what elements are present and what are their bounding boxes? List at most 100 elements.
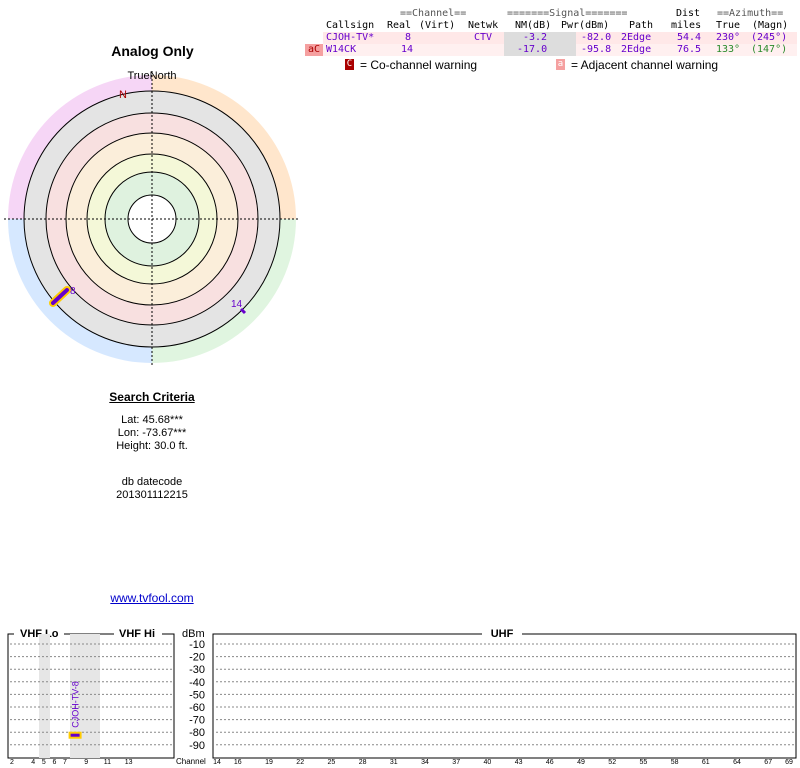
col-pwr: Pwr(dBm) — [561, 20, 610, 31]
dbm-tick: -90 — [189, 740, 205, 752]
nm-cell-bg — [504, 32, 576, 44]
row-dist: 54.4 — [677, 32, 702, 43]
row-magn: (147°) — [751, 44, 788, 55]
adjacent-cochannel-warning: aC — [305, 44, 323, 56]
uhf-frame — [212, 633, 797, 759]
vhf-tick: 4 — [31, 759, 35, 766]
dbm-tick: -60 — [189, 702, 205, 714]
db-datecode-value: 201301112215 — [116, 489, 188, 501]
true-north-label: TrueNorth — [127, 70, 176, 82]
signal-marker[interactable] — [68, 731, 82, 739]
row-path: 2Edge — [621, 44, 652, 55]
uhf-tick: 46 — [546, 759, 554, 766]
tvfool-link[interactable]: www.tvfool.com — [110, 591, 194, 605]
height-text: Height: 30.0 ft. — [116, 440, 188, 452]
col-path: Path — [629, 20, 654, 31]
uhf-tick: 61 — [702, 759, 710, 766]
row-real: 8 — [405, 32, 412, 43]
channel-group-header: ==Channel== — [400, 8, 467, 19]
dbm-tick: -70 — [189, 715, 205, 727]
col-nm: NM(dB) — [515, 20, 552, 31]
dbm-tick: -20 — [189, 652, 205, 664]
lat-text: Lat: 45.68*** — [121, 414, 183, 426]
uhf-tick: 19 — [265, 759, 273, 766]
row-pwr: -95.8 — [581, 44, 612, 55]
adjacent-channel-legend: = Adjacent channel warning — [571, 58, 719, 72]
uhf-tick: 69 — [785, 759, 793, 766]
uhf-tick: 49 — [577, 759, 585, 766]
row-netwk: CTV — [474, 32, 493, 43]
dbm-tick: -40 — [189, 677, 205, 689]
spectrum-chart: VHF Lo VHF Hi UHF dBm -10-20-30-40-50-60… — [7, 628, 797, 766]
station-8-label: 8 — [70, 286, 76, 297]
row-nm: -17.0 — [517, 44, 548, 55]
vhf-hi-label: VHF Hi — [119, 628, 155, 640]
uhf-tick: 64 — [733, 759, 741, 766]
row-dist: 76.5 — [677, 44, 702, 55]
row-callsign: W14CK — [326, 44, 357, 55]
row-callsign: CJOH-TV* — [326, 32, 375, 43]
vhf-tick: 11 — [104, 759, 111, 766]
signal-marker-label: CJOH-TV-8 — [71, 681, 81, 728]
table-row[interactable]: aC W14CK 14 -17.0 -95.8 2Edge 76.5 133° … — [305, 44, 797, 56]
col-miles: miles — [671, 20, 702, 31]
spectrum-markers: CJOH-TV-8 — [68, 681, 82, 739]
station-14-marker[interactable] — [239, 307, 247, 315]
row-true: 133° — [716, 44, 741, 55]
co-channel-legend: = Co-channel warning — [360, 58, 478, 72]
vhf-tick: 9 — [84, 759, 88, 766]
uhf-tick: 55 — [640, 759, 648, 766]
signal-group-header: =======Signal======= — [507, 8, 628, 19]
vhf-tick: 7 — [63, 759, 67, 766]
col-magn: (Magn) — [752, 20, 789, 31]
uhf-tick: 37 — [452, 759, 460, 766]
channel-axis-label: Channel — [176, 757, 206, 766]
page-title: Analog Only — [111, 43, 194, 59]
col-netwk: Netwk — [468, 20, 499, 31]
polar-plot: TrueNorth N 8 14 — [4, 70, 300, 366]
row-true: 230° — [716, 32, 741, 43]
table-row[interactable]: CJOH-TV* 8 CTV -3.2 -82.0 2Edge 54.4 230… — [323, 32, 797, 44]
col-true: True — [716, 20, 741, 31]
row-magn: (245°) — [751, 32, 788, 43]
row-path: 2Edge — [621, 32, 652, 43]
nm-cell-bg — [504, 44, 576, 56]
uhf-tick: 34 — [421, 759, 429, 766]
row-pwr: -82.0 — [581, 32, 612, 43]
db-datecode-label: db datecode — [121, 476, 183, 488]
dbm-tick: -30 — [189, 664, 205, 676]
uhf-tick: 16 — [234, 759, 242, 766]
dbm-tick: -80 — [189, 727, 205, 739]
col-callsign: Callsign — [326, 20, 375, 31]
uhf-tick: 67 — [764, 759, 772, 766]
vhf-tick: 5 — [42, 759, 46, 766]
row-nm: -3.2 — [523, 32, 548, 43]
uhf-channel-ticks: 14 16 19 22 25 28 31 34 37 40 43 46 49 52 55 58 61 64 67 69 — [213, 759, 793, 766]
dbm-tick: -10 — [189, 639, 205, 651]
azimuth-group-header: ==Azimuth== — [717, 8, 784, 19]
vhf-tick: 13 — [125, 759, 133, 766]
co-channel-swatch: C — [345, 59, 354, 70]
vhf-tick: 6 — [52, 759, 56, 766]
uhf-label-bg — [482, 628, 522, 640]
dbm-gridlines — [10, 643, 794, 746]
uhf-tick: 22 — [296, 759, 304, 766]
uhf-tick: 28 — [359, 759, 367, 766]
dbm-tick: -50 — [189, 689, 205, 701]
vhf-hi-label-bg — [114, 628, 162, 640]
station-8-marker[interactable] — [51, 288, 69, 305]
vhf-tick: 2 — [10, 759, 14, 766]
uhf-tick: 58 — [671, 759, 679, 766]
col-real: Real — [387, 20, 412, 31]
dist-group-header: Dist — [676, 8, 701, 19]
col-virt: (Virt) — [419, 20, 456, 31]
row-real: 14 — [401, 44, 414, 55]
station-14-label: 14 — [231, 299, 243, 310]
uhf-label: UHF — [491, 628, 514, 640]
vhf-channel-ticks: 2 4 5 6 7 9 11 13 — [10, 759, 133, 766]
search-criteria-heading: Search Criteria — [109, 390, 195, 404]
compass-color-ring — [8, 75, 296, 363]
uhf-tick: 14 — [213, 759, 221, 766]
uhf-tick: 25 — [328, 759, 336, 766]
uhf-tick: 40 — [484, 759, 492, 766]
